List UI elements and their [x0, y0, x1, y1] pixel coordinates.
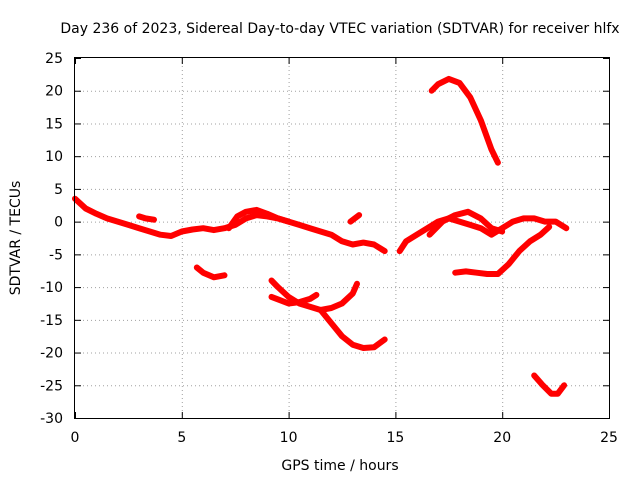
axis-ticks: 0 5 10 15 20 25 -30 -25 -20 -15 -10 -5 0 5 10 15 20 25	[40, 51, 618, 446]
y-tick-label: -30	[40, 411, 63, 427]
y-tick-label: -15	[40, 313, 63, 329]
y-tick-label: 15	[45, 116, 63, 132]
y-tick-label: 10	[45, 149, 63, 165]
chart-title: Day 236 of 2023, Sidereal Day-to-day VTE…	[60, 21, 619, 37]
series-arc-9	[268, 291, 320, 307]
y-tick-label: -20	[40, 346, 63, 362]
data-series	[72, 75, 570, 397]
y-tick-label: 0	[54, 215, 63, 231]
series-arc-5	[136, 213, 157, 223]
series-arc-10	[317, 307, 388, 351]
series-arc-3	[225, 206, 292, 232]
series-arc-7	[193, 264, 228, 281]
y-tick-label: 5	[54, 182, 63, 198]
series-arc-4	[426, 208, 506, 238]
y-tick-label: -5	[49, 247, 63, 263]
y-axis-label: SDTVAR / TECUs	[8, 181, 24, 296]
x-axis-label: GPS time / hours	[281, 458, 398, 474]
x-tick-label: 15	[386, 430, 404, 446]
series-arc-12	[452, 223, 553, 277]
x-tick-label: 20	[493, 430, 511, 446]
series-arc-13	[531, 372, 568, 397]
x-tick-label: 5	[177, 430, 186, 446]
y-tick-label: -10	[40, 280, 63, 296]
y-tick-label: 20	[45, 84, 63, 100]
y-tick-label: -25	[40, 378, 63, 394]
x-tick-label: 0	[71, 430, 80, 446]
series-arc-11	[428, 75, 501, 166]
series-arc-8	[268, 277, 360, 313]
x-tick-label: 25	[600, 430, 618, 446]
series-arc-2	[396, 215, 570, 255]
grid-lines	[75, 58, 609, 418]
series-arc-6	[347, 212, 363, 225]
x-tick-label: 10	[280, 430, 298, 446]
y-tick-label: 25	[45, 51, 63, 67]
plot-frame	[74, 57, 610, 419]
